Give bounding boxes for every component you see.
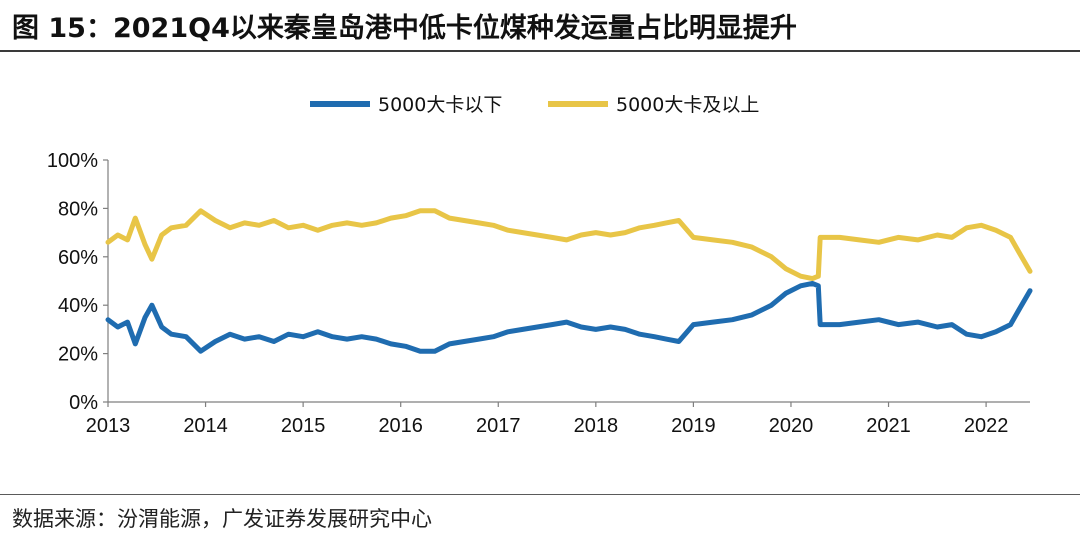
x-axis-tick-label: 2019 xyxy=(671,415,716,437)
series-line-above-5000 xyxy=(105,208,1033,282)
line-chart: 5000大卡以下 5000大卡及以上 0% 20% 40% 60% 80% 100% 201… xyxy=(47,94,1033,437)
x-axis-tick-label: 2020 xyxy=(769,415,814,437)
y-axis-tick-label: 80% xyxy=(58,198,98,220)
series-line-below-5000 xyxy=(105,280,1033,354)
y-axis-tick-label: 100% xyxy=(47,150,98,172)
chart-series xyxy=(105,208,1033,354)
x-axis-tick-label: 2022 xyxy=(964,415,1009,437)
x-axis-tick-label: 2021 xyxy=(866,415,911,437)
chart-legend: 5000大卡以下 5000大卡及以上 xyxy=(310,94,759,116)
chart-axes xyxy=(103,159,1030,407)
x-axis-tick-labels: 2013 2014 2015 2016 2017 2018 2019 2020 2021 2022 xyxy=(86,415,1009,437)
x-axis-tick-label: 2015 xyxy=(281,415,326,437)
x-axis-tick-label: 2018 xyxy=(574,415,619,437)
y-axis-tick-label: 60% xyxy=(58,247,98,269)
x-axis-tick-label: 2017 xyxy=(476,415,521,437)
legend-label: 5000大卡以下 xyxy=(378,94,502,116)
x-axis-tick-label: 2014 xyxy=(183,415,228,437)
y-axis-tick-label: 0% xyxy=(69,392,98,414)
figure-title: 图 15：2021Q4以来秦皇岛港中低卡位煤种发运量占比明显提升 xyxy=(12,13,797,44)
y-axis-tick-label: 20% xyxy=(58,344,98,366)
y-axis-tick-label: 40% xyxy=(58,295,98,317)
x-axis-tick-label: 2013 xyxy=(86,415,131,437)
legend-label: 5000大卡及以上 xyxy=(616,94,759,116)
source-note: 数据来源：汾渭能源，广发证券发展研究中心 xyxy=(12,507,432,531)
x-axis-tick-label: 2016 xyxy=(378,415,423,437)
y-axis-tick-labels: 0% 20% 40% 60% 80% 100% xyxy=(47,150,98,414)
title-bar: 图 15：2021Q4以来秦皇岛港中低卡位煤种发运量占比明显提升 xyxy=(0,0,1080,52)
source-divider xyxy=(0,494,1080,495)
